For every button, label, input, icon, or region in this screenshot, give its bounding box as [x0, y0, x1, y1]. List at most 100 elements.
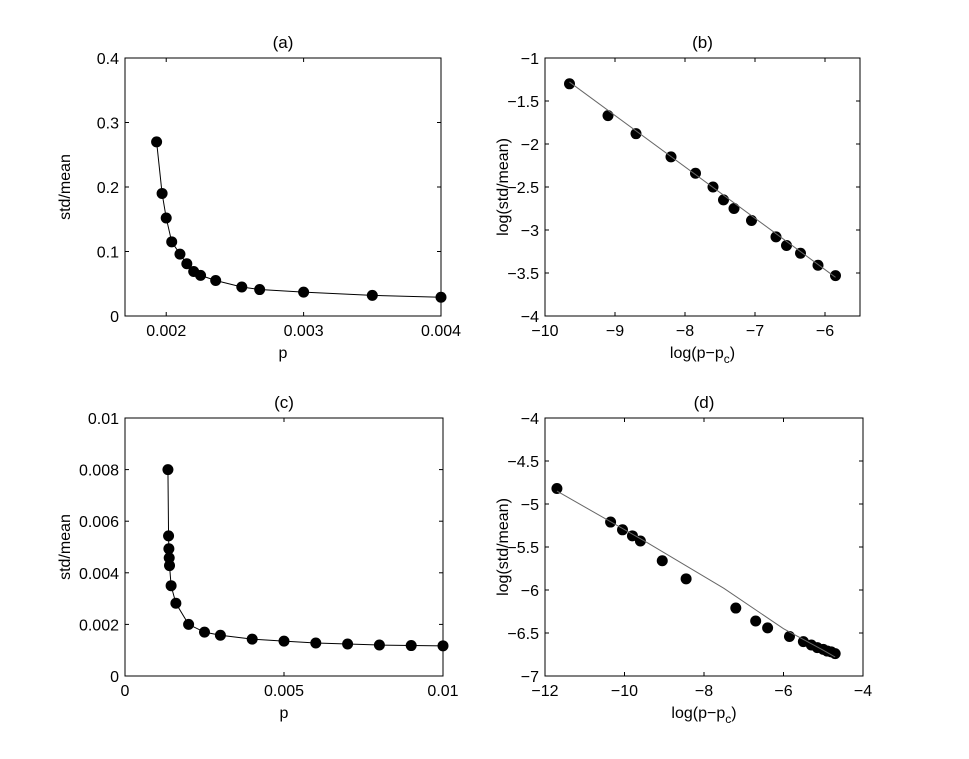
x-axis-label-main: log(p−p: [670, 345, 724, 362]
x-axis-label: p: [279, 345, 288, 362]
x-axis-label-main: p: [279, 345, 288, 362]
x-tick-label: −6: [816, 323, 834, 340]
data-point: [163, 543, 175, 555]
data-point: [214, 629, 226, 641]
y-tick-label: −5: [521, 497, 539, 514]
panel-1: 0.002 0.003 0.004 0 0.1 0.2 0.3 0.4 (a) p std/mean: [57, 33, 461, 362]
panel-title: (d): [694, 393, 715, 412]
panel-title: (b): [692, 33, 713, 52]
x-tick-label: −8: [676, 323, 694, 340]
x-axis-label: log(p−pc): [671, 705, 736, 726]
x-tick-label: −4: [854, 683, 872, 700]
x-tick-label: 0.002: [146, 323, 186, 340]
x-tick-label: 0.01: [427, 683, 458, 700]
data-point: [156, 187, 168, 199]
data-point: [680, 573, 692, 585]
x-tick-label: −12: [531, 683, 558, 700]
data-point: [437, 640, 449, 652]
data-point: [781, 239, 792, 251]
y-tick-label: 0.002: [79, 617, 119, 634]
y-tick-label: −3: [521, 223, 539, 240]
data-point: [634, 535, 646, 547]
data-point: [310, 637, 322, 649]
data-point: [183, 618, 195, 630]
y-tick-label: −6.5: [507, 626, 539, 643]
y-tick-label: 0.1: [97, 245, 119, 262]
data-point: [405, 640, 417, 652]
y-tick-label: 0: [110, 309, 119, 326]
x-tick-label: 0.003: [284, 323, 324, 340]
data-point: [166, 236, 178, 248]
x-axis-label: log(p−pc): [670, 345, 735, 366]
data-point: [630, 128, 642, 140]
y-tick-label: −4: [521, 411, 539, 428]
data-point: [164, 560, 176, 572]
axes-frame: [544, 417, 864, 677]
data-point: [210, 275, 222, 287]
data-point: [750, 615, 762, 627]
y-axis-label: std/mean: [57, 154, 74, 220]
y-tick-label: −2: [521, 137, 539, 154]
data-point: [162, 464, 174, 476]
data-point: [278, 635, 290, 647]
data-point: [160, 212, 172, 224]
y-tick-label: −2.5: [507, 180, 539, 197]
y-tick-label: 0: [110, 669, 119, 686]
data-point: [246, 633, 258, 645]
data-point: [730, 602, 742, 614]
x-axis-label-main: p: [280, 705, 289, 722]
y-tick-label: 0.008: [79, 463, 119, 480]
x-tick-label: 0.005: [264, 683, 304, 700]
data-point: [195, 269, 207, 281]
fit-line: [556, 490, 836, 658]
data-point: [174, 248, 186, 260]
y-axis-label: log(std/mean): [495, 138, 512, 236]
x-axis-label-main: log(p−p: [671, 705, 725, 722]
y-tick-label: −1: [521, 51, 539, 68]
data-point: [199, 626, 210, 638]
data-point: [236, 281, 248, 293]
data-point: [151, 136, 163, 148]
data-point: [163, 552, 175, 564]
y-tick-label: 0.3: [97, 116, 119, 133]
y-axis-label: std/mean: [57, 514, 74, 580]
y-tick-label: −3.5: [507, 266, 539, 283]
axes-frame: [124, 57, 442, 317]
x-tick-label: −8: [695, 683, 713, 700]
panel-4: −12 −10 −8 −6 −4 −7 −6.5 −6 −5.5 −5 −4.5 −4 (d) log(p…: [495, 393, 872, 726]
x-axis-label-subscript: c: [724, 352, 730, 366]
y-tick-label: −7: [521, 669, 539, 686]
panel-title: (c): [274, 393, 294, 412]
data-point: [770, 231, 782, 243]
y-tick-label: 0.2: [97, 180, 119, 197]
x-axis-label-suffix: ): [730, 345, 735, 362]
data-point: [373, 639, 385, 651]
data-point: [830, 270, 841, 282]
y-tick-label: 0.4: [97, 51, 119, 68]
y-axis-label: log(std/mean): [495, 498, 512, 596]
x-tick-label: −9: [606, 323, 624, 340]
data-point: [602, 110, 614, 122]
x-axis-label-suffix: ): [731, 705, 736, 722]
data-point: [728, 203, 740, 214]
y-tick-label: −4.5: [507, 454, 539, 471]
data-point: [435, 291, 447, 303]
data-point: [170, 597, 182, 609]
fit-line: [569, 81, 836, 278]
y-tick-label: −6: [521, 583, 539, 600]
panel-2: −10 −9 −8 −7 −6 −4 −3.5 −3 −2.5 −2 −1.5 −1 (b) log(p−…: [495, 33, 861, 366]
panel-3: 0 0.005 0.01 0 0.002 0.004 0.006 0.008 0.01 (c) p s…: [57, 393, 459, 722]
data-point: [783, 630, 795, 642]
data-point: [254, 284, 266, 296]
panel-title: (a): [273, 33, 294, 52]
y-tick-label: 0.006: [79, 514, 119, 531]
data-point: [551, 483, 563, 495]
y-tick-label: 0.004: [79, 566, 119, 583]
data-point: [298, 286, 310, 298]
x-tick-label: 0.004: [421, 323, 461, 340]
y-tick-label: −1.5: [507, 94, 539, 111]
y-tick-label: −5.5: [507, 540, 539, 557]
data-point: [829, 648, 841, 660]
axes-frame: [544, 57, 861, 317]
